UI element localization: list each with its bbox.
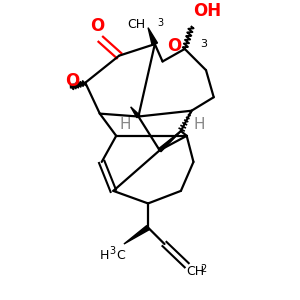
Text: 3: 3 <box>110 246 116 256</box>
Text: H: H <box>194 117 205 132</box>
Text: H: H <box>119 117 130 132</box>
Polygon shape <box>131 107 140 118</box>
Text: 3: 3 <box>158 18 164 28</box>
Text: O: O <box>167 37 182 55</box>
Text: CH: CH <box>127 18 145 31</box>
Text: H: H <box>100 249 110 262</box>
Text: CH: CH <box>187 265 205 278</box>
Text: C: C <box>116 249 125 262</box>
Text: 3: 3 <box>200 39 207 49</box>
Polygon shape <box>148 28 158 45</box>
Polygon shape <box>158 131 181 152</box>
Polygon shape <box>124 226 149 244</box>
Text: O: O <box>90 17 104 35</box>
Text: 2: 2 <box>200 264 206 274</box>
Text: OH: OH <box>194 2 222 20</box>
Text: O: O <box>65 72 79 90</box>
